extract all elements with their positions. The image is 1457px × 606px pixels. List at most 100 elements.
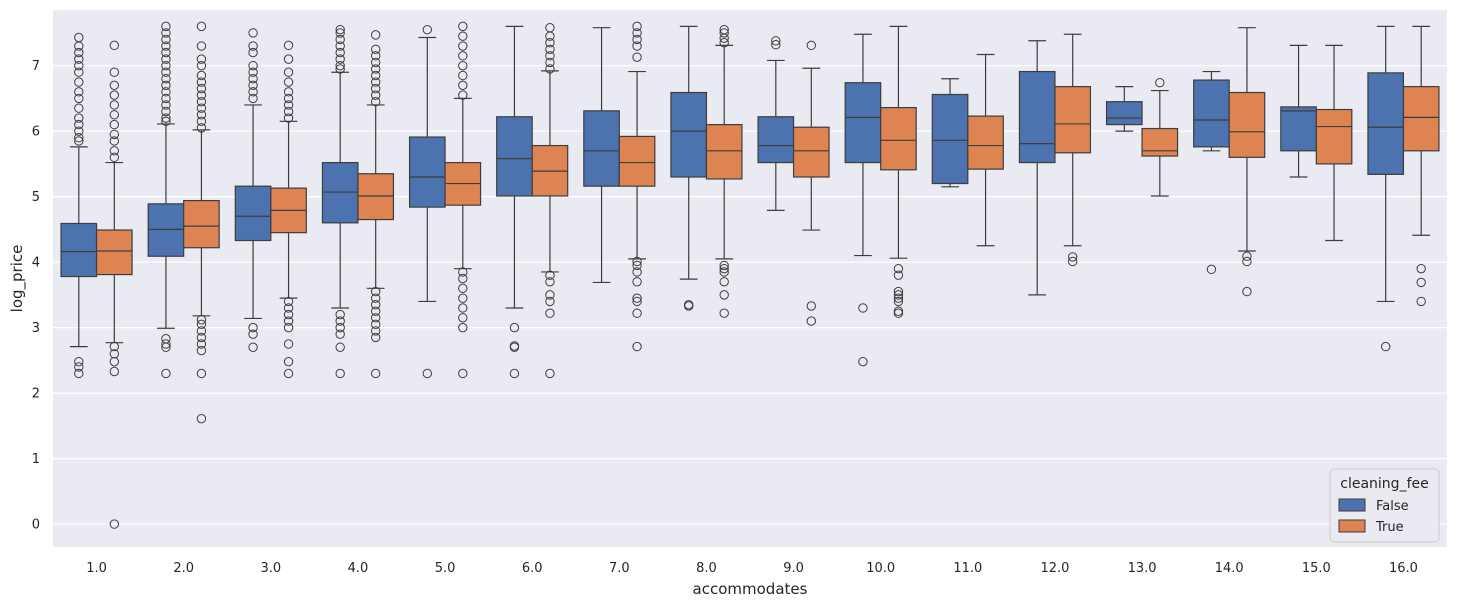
box-true-5.0 (444, 21, 482, 379)
box-false-2.0-outlier-8 (161, 93, 171, 104)
box-true-9.0-outlier-1 (806, 301, 817, 311)
box-true-8.0 (705, 24, 743, 318)
box-false-2.0-outlier-17 (161, 34, 171, 45)
box-true-4.0-outlier-0 (370, 368, 381, 379)
box-false-1.0-outlier-7 (74, 113, 84, 123)
box-true-3.0-outlier-5 (283, 309, 294, 320)
box-true-10.0-outlier-5 (893, 286, 904, 297)
y-tick-label-5: 5 (32, 190, 40, 205)
box-false-5.0 (408, 24, 446, 379)
box-true-2.0-outlier-3 (196, 339, 207, 349)
box-true-7.0-outlier-3 (632, 293, 642, 303)
box-true-3.0 (270, 40, 307, 379)
box-true-1.0-outlier-15 (109, 40, 120, 51)
box-true-6.0-outlier-12 (545, 22, 555, 33)
box-false-3.0-outlier-6 (248, 74, 258, 84)
box-false-12.0 (1018, 40, 1056, 296)
box-true-4.0-outlier-11 (370, 83, 381, 94)
box-true-5.0-outlier-11 (458, 60, 468, 71)
box-true-2.0-outlier-6 (196, 319, 207, 330)
box-false-5.0-outlier-0 (422, 368, 433, 379)
box-true-2.0-outlier-1 (196, 368, 207, 379)
box-true-2.0 (183, 21, 220, 424)
box-true-8.0-outlier-9 (719, 24, 729, 35)
box-true-14.0-outlier-0 (1242, 286, 1252, 297)
box-true-4.0-outlier-16 (370, 51, 381, 61)
x-tick-label-16.0: 16.0 (1389, 561, 1418, 576)
box-true-16.0-outlier-2 (1416, 263, 1426, 274)
box-true-1.0-outlier-2 (109, 356, 120, 367)
box-false-8.0-iqr (670, 91, 708, 178)
box-true-3.0-outlier-6 (283, 303, 294, 313)
box-true-9.0 (792, 40, 830, 326)
box-true-7.0-outlier-2 (632, 296, 642, 307)
box-true-15.0 (1315, 44, 1353, 242)
box-true-9.0-outlier-2 (806, 40, 817, 51)
box-true-2.0-outlier-0 (196, 413, 207, 424)
x-tick-label-3.0: 3.0 (260, 561, 281, 576)
box-false-2.0-outlier-6 (161, 106, 171, 117)
box-true-4.0-outlier-2 (370, 326, 381, 336)
box-true-7.0-outlier-5 (632, 267, 642, 277)
box-true-4.0-outlier-10 (370, 90, 381, 100)
box-false-10.0-outlier-0 (858, 356, 868, 367)
box-true-13.0-outlier-0 (1155, 77, 1165, 88)
box-false-3.0-outlier-3 (248, 93, 258, 104)
box-false-3.0-outlier-10 (248, 41, 258, 51)
box-false-2.0-outlier-12 (161, 67, 171, 77)
x-tick-label-8.0: 8.0 (696, 561, 717, 576)
box-true-7.0-outlier-9 (632, 41, 642, 51)
y-tick-label-6: 6 (32, 125, 40, 140)
box-true-6.0-outlier-4 (545, 277, 555, 287)
box-false-1.0-outlier-4 (74, 133, 84, 143)
box-true-3.0-outlier-12 (283, 87, 294, 97)
box-false-1.0-outlier-12 (74, 67, 84, 77)
box-true-1.0-outlier-4 (109, 341, 120, 352)
box-false-1.0-outlier-5 (74, 126, 84, 136)
box-true-2.0-outlier-11 (196, 103, 207, 113)
box-true-3.0-outlier-1 (283, 356, 294, 367)
box-false-10.0-iqr (844, 82, 882, 164)
box-true-2.0-outlier-10 (196, 110, 207, 120)
box-true-4.0-outlier-8 (370, 286, 381, 297)
x-tick-label-9.0: 9.0 (783, 561, 804, 576)
box-false-1.0-outlier-6 (74, 119, 84, 130)
box-false-2.0-outlier-9 (161, 87, 171, 97)
box-true-3.0-outlier-15 (283, 54, 294, 64)
box-false-2.0-outlier-5 (161, 113, 171, 123)
box-false-2.0-outlier-15 (161, 47, 171, 58)
box-true-6.0-outlier-0 (545, 368, 555, 379)
y-tick-label-0: 0 (32, 518, 40, 533)
box-true-5.0-outlier-0 (458, 368, 468, 379)
box-false-2.0-outlier-7 (161, 100, 171, 110)
box-true-4.0-outlier-7 (370, 293, 381, 303)
box-false-11.0 (931, 78, 969, 188)
box-true-8.0-outlier-4 (719, 263, 729, 274)
box-false-7.0-iqr (583, 110, 620, 187)
box-true-7.0-outlier-6 (632, 260, 642, 271)
box-false-1.0-outlier-14 (74, 54, 84, 64)
legend: cleaning_fee False True (1329, 468, 1440, 543)
box-false-1.0-outlier-8 (74, 103, 84, 113)
box-false-1.0-outlier-1 (74, 362, 84, 372)
x-tick-label-1.0: 1.0 (86, 561, 107, 576)
box-true-2.0-outlier-17 (196, 60, 207, 71)
box-false-16.0-outlier-0 (1380, 341, 1391, 352)
box-true-4.0-outlier-4 (370, 313, 381, 323)
box-false-3.0-outlier-4 (248, 87, 258, 97)
box-true-2.0-iqr (183, 199, 220, 249)
box-true-14.0-iqr (1228, 91, 1266, 158)
y-axis-ticks: 0 1 2 3 4 5 6 7 (32, 59, 40, 532)
box-false-14.0 (1193, 70, 1230, 275)
box-false-1.0-outlier-10 (74, 87, 84, 97)
legend-title: cleaning_fee (1340, 476, 1428, 492)
box-true-2.0-outlier-19 (196, 41, 207, 51)
box-false-6.0-outlier-2 (509, 341, 520, 351)
box-true-2.0-outlier-20 (196, 21, 207, 32)
box-true-5.0-outlier-13 (458, 41, 468, 51)
box-true-5.0-outlier-4 (458, 293, 468, 303)
box-true-8.0-outlier-1 (719, 290, 729, 300)
box-true-7.0-outlier-1 (632, 308, 642, 318)
box-true-4.0-outlier-6 (370, 299, 381, 310)
box-true-16.0 (1402, 25, 1440, 307)
